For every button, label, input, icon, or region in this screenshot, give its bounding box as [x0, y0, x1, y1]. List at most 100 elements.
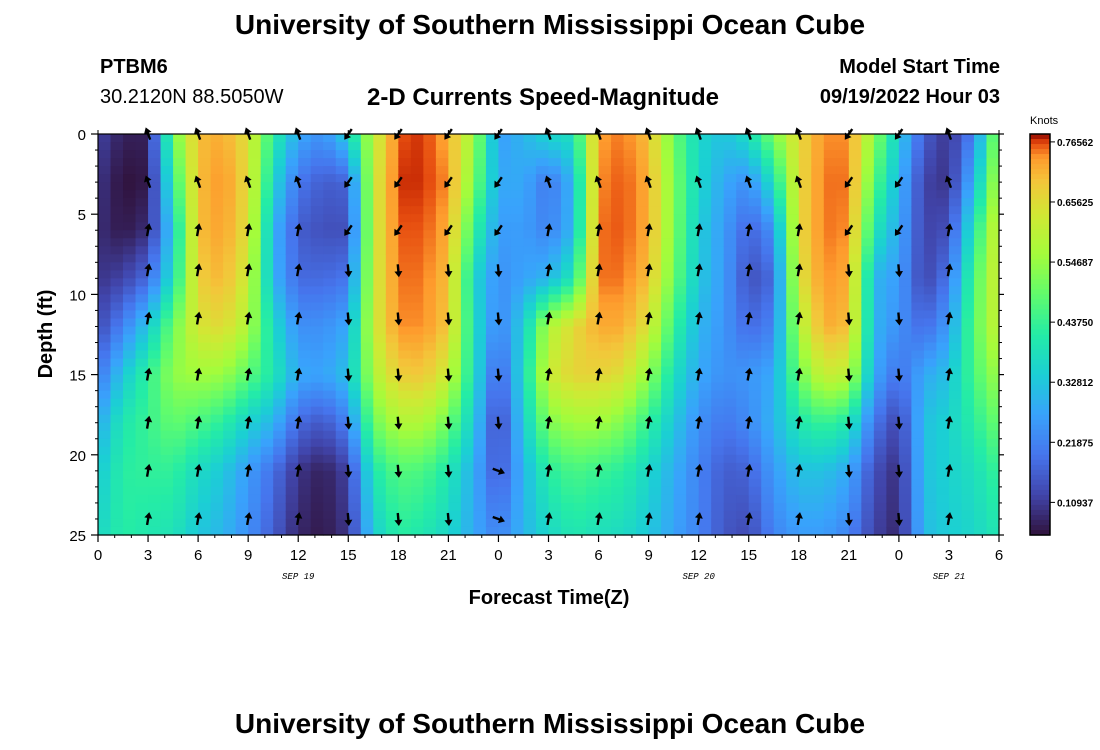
heatmap-cell [911, 166, 925, 175]
heatmap-cell [385, 182, 399, 191]
heatmap-cell [285, 166, 299, 175]
heatmap-cell [273, 422, 287, 432]
heatmap-cell [523, 166, 537, 175]
heatmap-cell [498, 230, 512, 239]
heatmap-cell [573, 510, 587, 520]
heatmap-cell [873, 270, 887, 279]
heatmap-cell [473, 334, 487, 344]
heatmap-cell [723, 254, 737, 263]
heatmap-cell [936, 494, 950, 504]
heatmap-cell [936, 270, 950, 279]
heatmap-cell [373, 174, 387, 183]
heatmap-cell [986, 502, 1000, 512]
heatmap-cell [861, 262, 875, 271]
current-arrow [394, 368, 403, 382]
heatmap-cell [823, 526, 837, 536]
heatmap-cell [473, 342, 487, 352]
heatmap-cell [786, 494, 800, 504]
heatmap-cell [736, 262, 750, 271]
heatmap-cell [798, 438, 812, 448]
heatmap-cell [561, 382, 575, 392]
heatmap-cell [298, 454, 312, 464]
heatmap-cell [973, 302, 988, 312]
heatmap-cell [798, 414, 812, 424]
heatmap-cell [410, 422, 424, 432]
heatmap-cell [848, 294, 862, 304]
heatmap-cell [611, 518, 625, 528]
heatmap-cell [673, 350, 687, 360]
heatmap-cell [986, 206, 1000, 215]
heatmap-cell [510, 302, 525, 312]
colorbar-band [1030, 184, 1050, 190]
heatmap-cell [586, 254, 600, 263]
heatmap-cell [498, 462, 512, 472]
heatmap-cell [798, 510, 812, 520]
heatmap-cell [260, 174, 274, 183]
heatmap-cell [173, 134, 187, 143]
heatmap-cell [223, 510, 237, 520]
heatmap-cell [873, 342, 887, 352]
heatmap-cell [598, 310, 612, 320]
heatmap-cell [523, 454, 537, 464]
heatmap-cell [836, 454, 850, 464]
heatmap-cell [786, 398, 800, 408]
heatmap-cell [348, 382, 362, 392]
heatmap-cell [448, 326, 462, 336]
heatmap-cell [823, 430, 837, 440]
x-tick-label: 15 [740, 547, 757, 564]
heatmap-cell [148, 462, 162, 472]
heatmap-cell [423, 310, 437, 320]
heatmap-cell [210, 390, 224, 400]
heatmap-cell [661, 470, 675, 480]
current-arrow [895, 312, 903, 326]
heatmap-cell [98, 326, 112, 336]
heatmap-cell [460, 334, 475, 344]
heatmap-cell [435, 366, 449, 376]
heatmap-cell [298, 398, 312, 408]
heatmap-cell [335, 318, 349, 328]
heatmap-cell [423, 366, 437, 376]
heatmap-cell [748, 310, 762, 320]
heatmap-cell [911, 206, 925, 215]
heatmap-cell [173, 470, 187, 480]
heatmap-cell [561, 198, 575, 207]
heatmap-cell [348, 398, 362, 408]
heatmap-cell [711, 350, 725, 360]
heatmap-cell [298, 230, 312, 239]
heatmap-cell [573, 342, 587, 352]
heatmap-cell [523, 334, 537, 344]
current-arrow [294, 415, 303, 429]
current-arrow [594, 463, 603, 477]
heatmap-cell [986, 270, 1000, 279]
heatmap-cell [173, 150, 187, 159]
heatmap-cell [886, 486, 900, 496]
date-label: SEP 20 [682, 572, 715, 582]
heatmap-cell [611, 478, 625, 488]
heatmap-cell [686, 174, 700, 183]
heatmap-cell [435, 526, 449, 536]
heatmap-cell [248, 430, 262, 440]
heatmap-cell [811, 334, 825, 344]
heatmap-cell [561, 158, 575, 167]
current-arrow [544, 263, 553, 277]
heatmap-cell [348, 206, 362, 215]
heatmap-cell [160, 238, 174, 247]
heatmap-cell [673, 462, 687, 472]
heatmap-cell [448, 430, 462, 440]
heatmap-cell [661, 374, 675, 384]
current-arrow [494, 176, 503, 188]
heatmap-cell [473, 422, 487, 432]
heatmap-cell [310, 470, 324, 480]
heatmap-cell [335, 510, 349, 520]
heatmap-cell [986, 310, 1000, 320]
heatmap-cell [836, 390, 850, 400]
heatmap-cell [736, 502, 750, 512]
heatmap-cell [210, 502, 224, 512]
current-arrow [895, 512, 903, 526]
heatmap-cell [711, 326, 725, 336]
heatmap-cell [573, 254, 587, 263]
heatmap-cell [823, 422, 837, 432]
x-tick-label: 15 [340, 547, 357, 564]
heatmap-cell [435, 150, 449, 159]
current-arrow [294, 311, 303, 325]
